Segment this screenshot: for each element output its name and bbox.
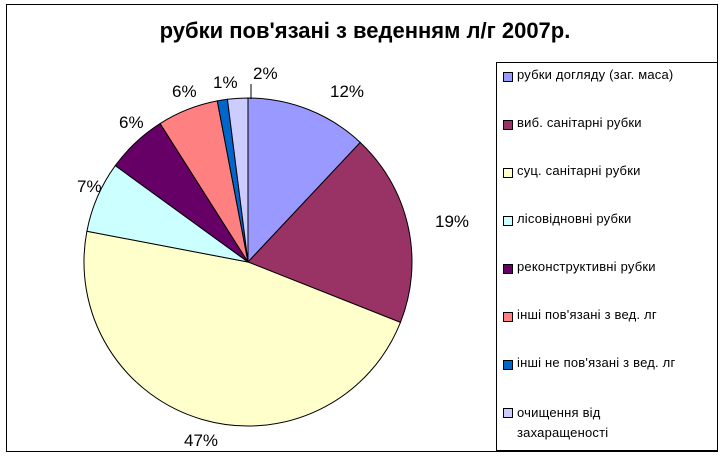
pie-slice <box>83 230 402 427</box>
legend-swatch <box>503 312 513 322</box>
legend-label: реконструктивні рубки <box>517 259 656 274</box>
legend-swatch <box>503 120 513 130</box>
chart-legend: рубки догляду (заг. маса) виб. санітарні … <box>496 62 718 451</box>
legend-label: виб. санітарні рубки <box>517 115 642 130</box>
chart-title: рубки пов'язані з веденням л/г 2007р. <box>159 18 571 43</box>
legend-swatch <box>503 168 513 178</box>
slice-percent-label: 12% <box>330 82 364 101</box>
legend-label: очищення від захаращеності <box>517 405 609 440</box>
legend-label: рубки догляду (заг. маса) <box>517 67 674 82</box>
legend-swatch <box>503 216 513 226</box>
slice-percent-label: 7% <box>77 177 102 196</box>
legend-swatch <box>503 264 513 274</box>
legend-label: інші пов'язані з вед. лг <box>517 307 657 322</box>
pie-slice <box>226 97 249 263</box>
pie-slice <box>247 97 361 264</box>
legend-swatch <box>503 360 513 370</box>
slice-percent-label: 6% <box>119 113 144 132</box>
slice-percent-label: 19% <box>435 212 469 231</box>
slice-percent-label: 47% <box>184 431 218 450</box>
legend-label: суц. санітарні рубки <box>517 163 641 178</box>
legend-swatch <box>503 72 513 82</box>
legend-label: інші не пов'язані з вед. лг <box>517 355 676 370</box>
legend-swatch <box>503 408 513 418</box>
pie-slice <box>247 141 413 324</box>
slice-percent-label: 2% <box>253 64 278 83</box>
slice-percent-label: 6% <box>172 82 197 101</box>
legend-label: лісовідновні рубки <box>517 211 632 226</box>
slice-percent-label: 1% <box>213 73 238 92</box>
